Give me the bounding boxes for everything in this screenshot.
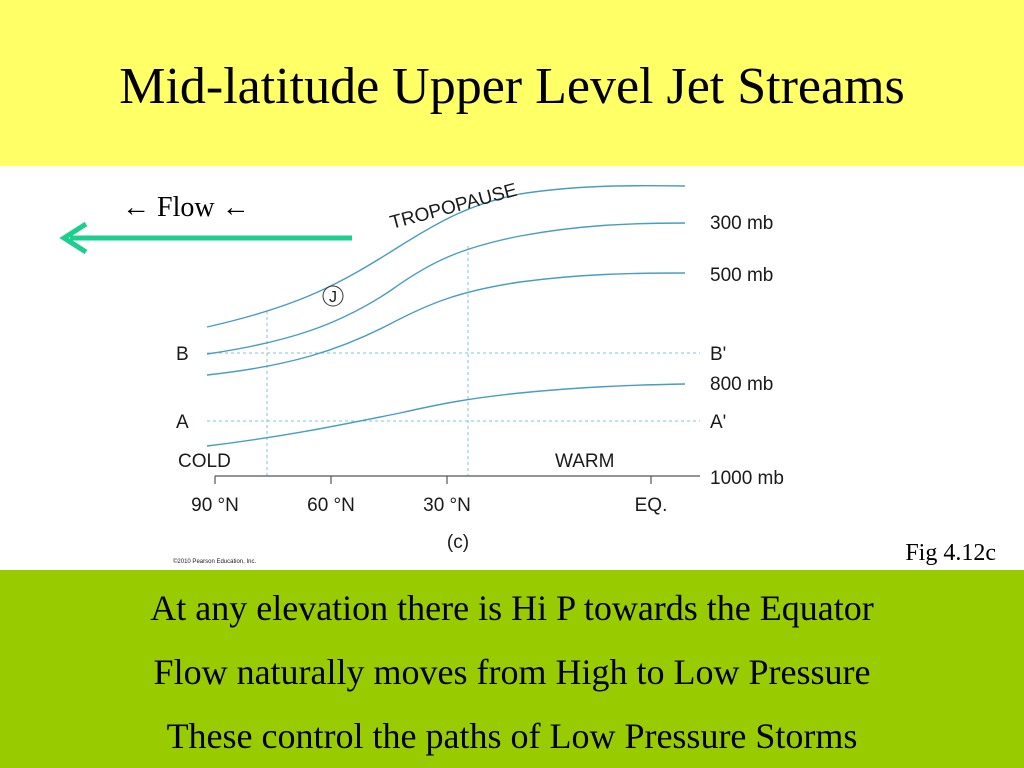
flow-label: ← Flow ← bbox=[122, 192, 250, 223]
warm-label: WARM bbox=[555, 451, 614, 472]
copyright-note: ©2010 Pearson Education, Inc. bbox=[173, 558, 256, 565]
isobar-800mb bbox=[206, 383, 686, 447]
flow-arrow-head bbox=[59, 221, 88, 255]
latitude-tick-90n: 90 °N bbox=[191, 495, 239, 516]
pressure-label-800: 800 mb bbox=[710, 374, 773, 395]
jet-marker-label: J bbox=[329, 289, 337, 306]
footer-band: At any elevation there is Hi P towards t… bbox=[0, 570, 1024, 768]
pressure-label-1000: 1000 mb bbox=[710, 468, 784, 489]
footer-line-3: These control the paths of Low Pressure … bbox=[166, 716, 858, 756]
latitude-tick-30n: 30 °N bbox=[423, 495, 471, 516]
cold-label: COLD bbox=[178, 451, 231, 472]
jet-marker: J bbox=[322, 285, 344, 307]
latitude-tick-eq: EQ. bbox=[635, 495, 668, 516]
panel-label: (c) bbox=[447, 532, 469, 553]
cross-section-diagram: J TROPOPAUSE 300 mb 500 mb 800 mb 1000 m… bbox=[59, 180, 784, 565]
flow-arrow bbox=[59, 221, 352, 255]
pressure-label-300: 300 mb bbox=[710, 213, 773, 234]
section-label-a: A bbox=[176, 412, 189, 433]
pressure-label-500: 500 mb bbox=[710, 265, 773, 286]
figure-caption: Fig 4.12c bbox=[905, 540, 996, 566]
footer-line-2: Flow naturally moves from High to Low Pr… bbox=[153, 652, 871, 692]
jet-stream-figure: J TROPOPAUSE 300 mb 500 mb 800 mb 1000 m… bbox=[0, 166, 1024, 570]
section-label-b: B bbox=[176, 344, 189, 365]
tropopause-label: TROPOPAUSE bbox=[388, 180, 520, 234]
title-band: Mid-latitude Upper Level Jet Streams bbox=[0, 0, 1024, 166]
isobar-300mb bbox=[206, 222, 686, 355]
footer-line-1: At any elevation there is Hi P towards t… bbox=[150, 588, 874, 628]
isobar-500mb bbox=[206, 272, 686, 376]
latitude-tick-60n: 60 °N bbox=[307, 495, 355, 516]
section-label-b-prime: B' bbox=[710, 344, 726, 365]
tropopause-curve bbox=[206, 184, 686, 328]
slide-title: Mid-latitude Upper Level Jet Streams bbox=[119, 58, 905, 115]
section-label-a-prime: A' bbox=[710, 412, 726, 433]
